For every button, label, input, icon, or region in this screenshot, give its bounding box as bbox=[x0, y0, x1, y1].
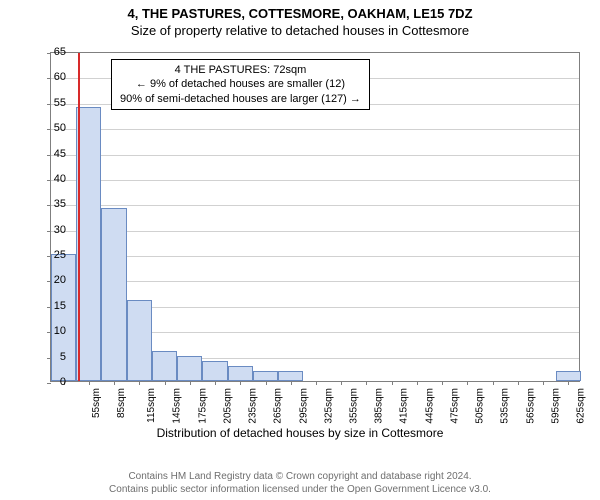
gridline-h bbox=[51, 180, 579, 181]
gridline-h bbox=[51, 281, 579, 282]
xtick-mark bbox=[291, 381, 292, 385]
histogram-bar bbox=[152, 351, 177, 381]
annotation-box: 4 THE PASTURES: 72sqm ← 9% of detached h… bbox=[111, 59, 370, 110]
histogram-bar bbox=[127, 300, 152, 381]
xtick-mark bbox=[366, 381, 367, 385]
annotation-line1: 4 THE PASTURES: 72sqm bbox=[120, 63, 361, 77]
histogram-bar bbox=[556, 371, 581, 381]
ytick-label: 5 bbox=[26, 351, 66, 363]
xtick-label: 475sqm bbox=[450, 388, 461, 424]
ytick-label: 15 bbox=[26, 300, 66, 312]
ytick-label: 55 bbox=[26, 97, 66, 109]
xtick-mark bbox=[417, 381, 418, 385]
chart-title-address: 4, THE PASTURES, COTTESMORE, OAKHAM, LE1… bbox=[0, 0, 600, 21]
annotation-line3: 90% of semi-detached houses are larger (… bbox=[120, 92, 361, 106]
ytick-label: 20 bbox=[26, 274, 66, 286]
footer-line2: Contains public sector information licen… bbox=[0, 483, 600, 496]
xtick-mark bbox=[240, 381, 241, 385]
xtick-label: 625sqm bbox=[576, 388, 587, 424]
xtick-mark bbox=[215, 381, 216, 385]
ytick-label: 50 bbox=[26, 122, 66, 134]
footer-attribution: Contains HM Land Registry data © Crown c… bbox=[0, 470, 600, 496]
chart-area: Number of detached properties 4 THE PAST… bbox=[0, 42, 600, 442]
ytick-label: 0 bbox=[26, 376, 66, 388]
xtick-label: 295sqm bbox=[298, 388, 309, 424]
xtick-label: 385sqm bbox=[374, 388, 385, 424]
histogram-bar bbox=[278, 371, 303, 381]
gridline-h bbox=[51, 256, 579, 257]
xtick-mark bbox=[442, 381, 443, 385]
xtick-label: 565sqm bbox=[525, 388, 536, 424]
xtick-mark bbox=[165, 381, 166, 385]
gridline-h bbox=[51, 129, 579, 130]
xtick-mark bbox=[518, 381, 519, 385]
xtick-label: 85sqm bbox=[116, 388, 127, 418]
xtick-label: 355sqm bbox=[349, 388, 360, 424]
xtick-label: 175sqm bbox=[197, 388, 208, 424]
ytick-label: 40 bbox=[26, 173, 66, 185]
plot-area: 4 THE PASTURES: 72sqm ← 9% of detached h… bbox=[50, 52, 580, 382]
xtick-mark bbox=[568, 381, 569, 385]
ytick-label: 35 bbox=[26, 198, 66, 210]
xtick-label: 205sqm bbox=[222, 388, 233, 424]
xtick-mark bbox=[341, 381, 342, 385]
xtick-mark bbox=[266, 381, 267, 385]
xtick-label: 325sqm bbox=[323, 388, 334, 424]
gridline-h bbox=[51, 155, 579, 156]
ytick-label: 30 bbox=[26, 224, 66, 236]
x-axis-label: Distribution of detached houses by size … bbox=[0, 426, 600, 440]
gridline-h bbox=[51, 231, 579, 232]
xtick-label: 145sqm bbox=[172, 388, 183, 424]
ytick-label: 45 bbox=[26, 148, 66, 160]
xtick-mark bbox=[543, 381, 544, 385]
xtick-mark bbox=[392, 381, 393, 385]
ytick-label: 60 bbox=[26, 71, 66, 83]
xtick-label: 505sqm bbox=[475, 388, 486, 424]
ytick-label: 65 bbox=[26, 46, 66, 58]
xtick-label: 445sqm bbox=[424, 388, 435, 424]
xtick-label: 235sqm bbox=[248, 388, 259, 424]
xtick-label: 595sqm bbox=[550, 388, 561, 424]
xtick-mark bbox=[493, 381, 494, 385]
xtick-mark bbox=[316, 381, 317, 385]
xtick-mark bbox=[114, 381, 115, 385]
xtick-label: 55sqm bbox=[91, 388, 102, 418]
gridline-h bbox=[51, 205, 579, 206]
annotation-line2: ← 9% of detached houses are smaller (12) bbox=[120, 77, 361, 91]
xtick-label: 115sqm bbox=[146, 388, 157, 423]
xtick-mark bbox=[190, 381, 191, 385]
histogram-bar bbox=[76, 107, 101, 381]
histogram-bar bbox=[253, 371, 278, 381]
xtick-mark bbox=[467, 381, 468, 385]
histogram-bar bbox=[177, 356, 202, 381]
xtick-mark bbox=[89, 381, 90, 385]
marker-line bbox=[78, 53, 80, 381]
xtick-mark bbox=[139, 381, 140, 385]
xtick-label: 415sqm bbox=[399, 388, 410, 424]
xtick-label: 535sqm bbox=[500, 388, 511, 424]
footer-line1: Contains HM Land Registry data © Crown c… bbox=[0, 470, 600, 483]
histogram-bar bbox=[228, 366, 253, 381]
histogram-bar bbox=[101, 208, 126, 381]
chart-subtitle: Size of property relative to detached ho… bbox=[0, 21, 600, 42]
ytick-label: 10 bbox=[26, 325, 66, 337]
xtick-label: 265sqm bbox=[273, 388, 284, 424]
histogram-bar bbox=[202, 361, 227, 381]
ytick-label: 25 bbox=[26, 249, 66, 261]
